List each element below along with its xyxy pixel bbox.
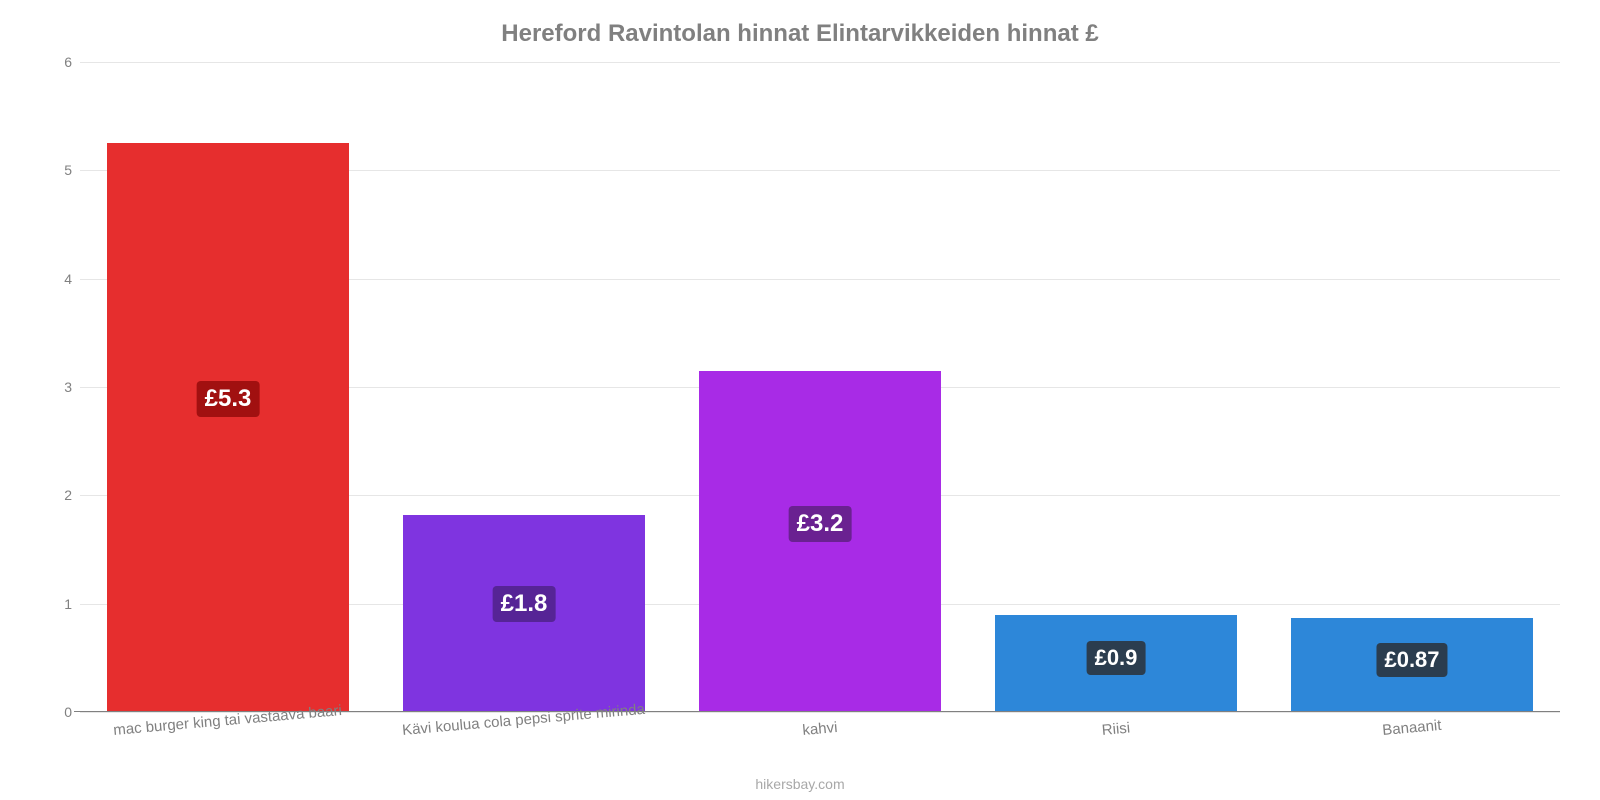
x-axis-line <box>74 711 1560 712</box>
x-axis-label: Riisi <box>1101 720 1131 739</box>
value-badge: £3.2 <box>789 506 852 542</box>
value-badge: £5.3 <box>197 381 260 417</box>
bars-layer: £5.3mac burger king tai vastaava baari£1… <box>80 62 1560 712</box>
bar-slot: £3.2kahvi <box>672 62 968 712</box>
chart-title: Hereford Ravintolan hinnat Elintarvikkei… <box>0 20 1600 48</box>
bar-slot: £1.8Kävi koulua cola pepsi sprite mirind… <box>376 62 672 712</box>
x-axis-label: kahvi <box>802 719 838 739</box>
y-tick-label: 5 <box>64 162 80 178</box>
bar-slot: £0.9Riisi <box>968 62 1264 712</box>
bar <box>107 143 350 712</box>
value-badge: £1.8 <box>493 586 556 622</box>
y-tick-label: 2 <box>64 487 80 503</box>
attribution-text: hikersbay.com <box>0 776 1600 792</box>
y-tick-label: 6 <box>64 54 80 70</box>
bar-slot: £5.3mac burger king tai vastaava baari <box>80 62 376 712</box>
plot-area: £5.3mac burger king tai vastaava baari£1… <box>80 62 1560 712</box>
value-badge: £0.9 <box>1087 641 1146 675</box>
y-tick-label: 4 <box>64 271 80 287</box>
y-tick-label: 3 <box>64 379 80 395</box>
y-tick-label: 0 <box>64 704 80 720</box>
value-badge: £0.87 <box>1376 643 1447 677</box>
y-tick-label: 1 <box>64 596 80 612</box>
price-bar-chart: Hereford Ravintolan hinnat Elintarvikkei… <box>0 0 1600 800</box>
bar-slot: £0.87Banaanit <box>1264 62 1560 712</box>
x-axis-label: Banaanit <box>1382 717 1442 739</box>
